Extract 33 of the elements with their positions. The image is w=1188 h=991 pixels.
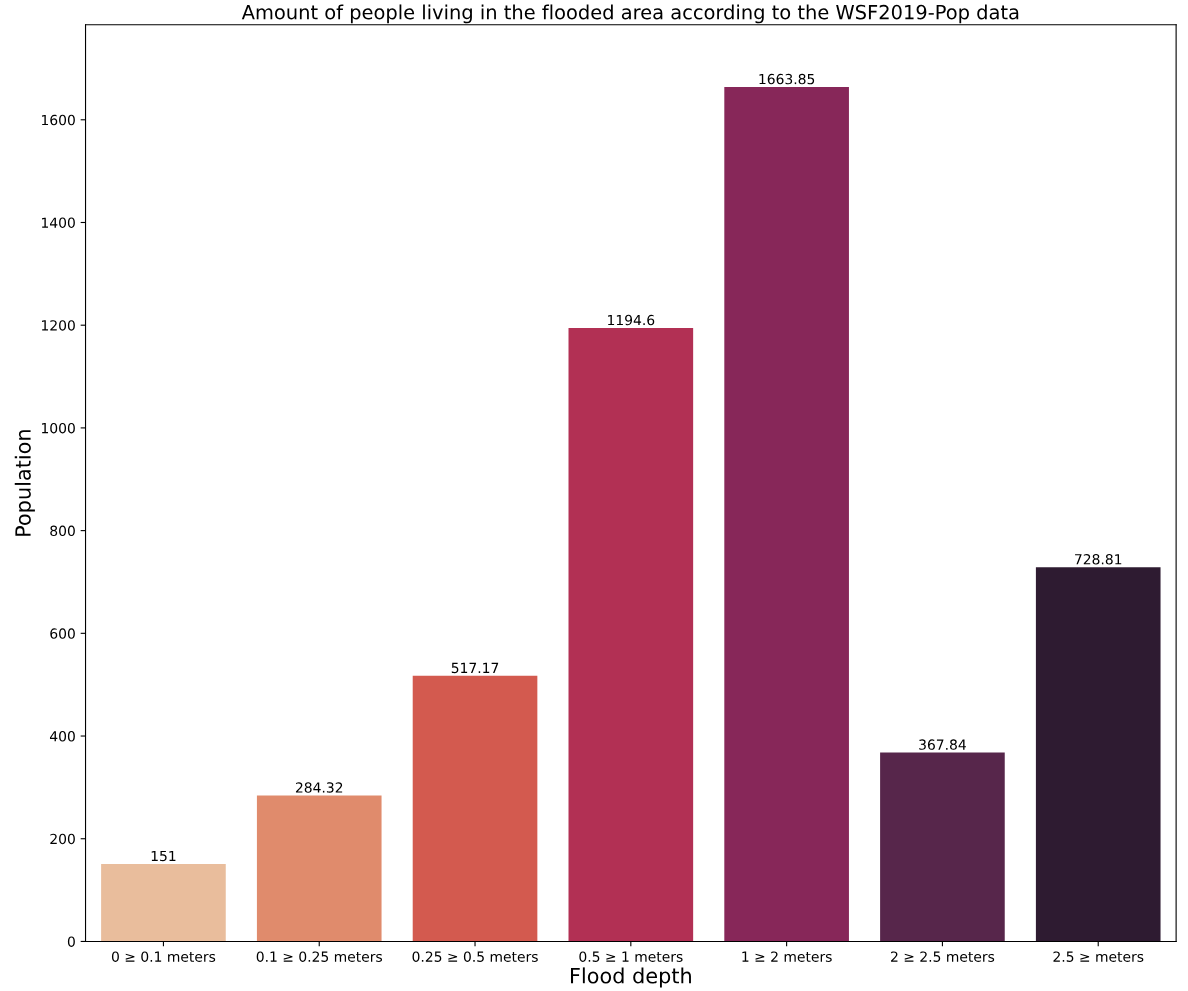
x-tick-label: 2 ≥ 2.5 meters [891,951,995,962]
data-label: 517.17 [451,662,499,674]
x-tick-label: 0 ≥ 0.1 meters [111,951,216,962]
bar [880,752,1005,942]
x-tick-label: 0.1 ≥ 0.25 meters [256,951,383,962]
y-tick-label: 0 [67,936,75,947]
x-tick-label: 1 ≥ 2 meters [742,951,832,962]
bar [724,86,849,942]
bar [568,327,694,942]
data-label: 1194.6 [608,314,655,326]
bar [101,863,226,942]
y-tick-label: 200 [50,833,75,845]
bar [412,675,538,942]
y-tick-label: 1600 [41,114,75,126]
bar [256,795,382,942]
x-tick-label: 0.5 ≥ 1 meters [579,951,683,962]
y-tick-label: 1000 [41,422,75,434]
bar [1035,567,1161,942]
y-tick-label: 400 [49,731,75,742]
x-axis-title: Flood depth [571,967,691,988]
y-tick-label: 1200 [41,320,75,331]
data-label: 367.84 [919,739,966,750]
data-label: 151 [151,850,176,862]
x-tick-label: 2.5 ≥ meters [1053,951,1144,962]
y-axis-title: Population [14,430,35,536]
x-tick-label: 0.25 ≥ 0.5 meters [412,951,538,962]
y-tick-label: 1400 [41,217,75,228]
data-label: 284.32 [295,782,343,793]
chart-title: Amount of people living in the flooded area according to the WSF2019-Pop data [241,4,1019,24]
y-tick-label: 800 [50,525,75,537]
data-label: 1663.85 [759,73,815,85]
y-tick-label: 600 [50,628,75,639]
data-label: 728.81 [1075,553,1122,565]
